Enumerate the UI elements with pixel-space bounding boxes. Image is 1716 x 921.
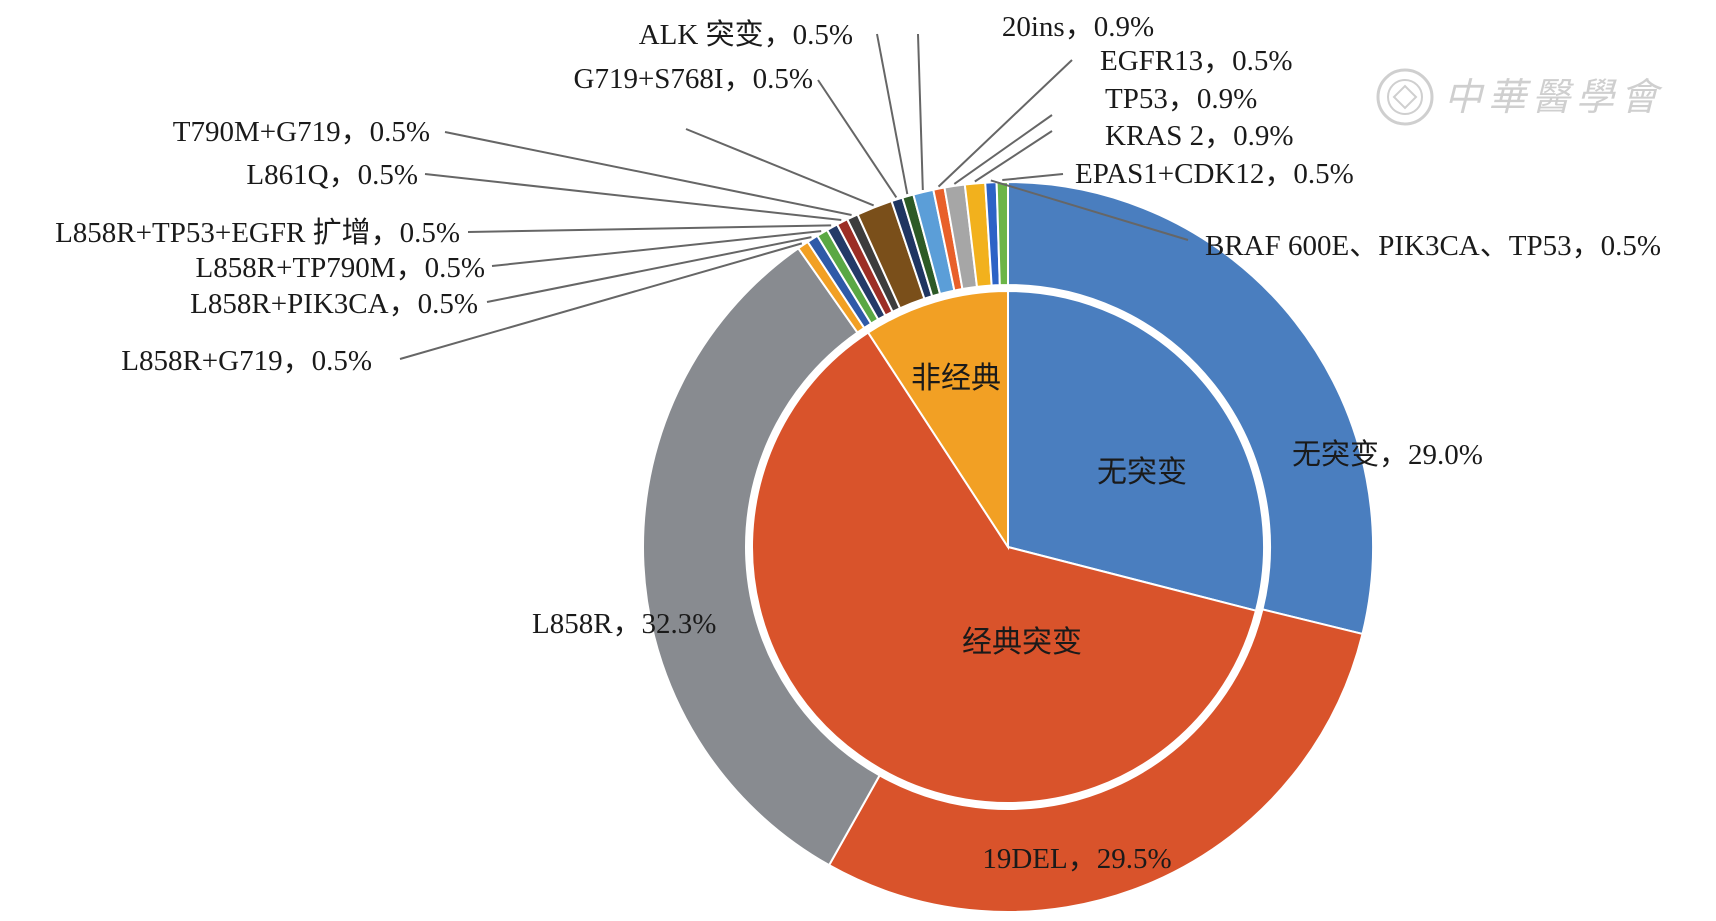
leader-17 xyxy=(1002,173,1064,182)
outer-label-0: 无突变，29.0% xyxy=(1292,438,1483,471)
leader-5 xyxy=(491,230,822,267)
outer-slice-17 xyxy=(995,180,1009,287)
inner-slice-2 xyxy=(866,289,1009,551)
inner-label-1: 经典突变 xyxy=(962,625,1082,660)
outer-label-16: BRAF 600E、PIK3CA、TP53，0.5% xyxy=(1205,230,1661,262)
leader-15 xyxy=(974,130,1053,183)
leader-14 xyxy=(953,114,1053,185)
outer-label-11: ALK 突变，0.5% xyxy=(639,18,853,51)
outer-label-15: KRAS 2，0.9% xyxy=(1105,120,1294,152)
outer-label-1: 19DEL，29.5% xyxy=(982,843,1171,875)
watermark-text: 中華醫學會 xyxy=(1444,75,1664,119)
outer-label-2: L858R，32.3% xyxy=(532,608,716,640)
inner-label-0: 无突变 xyxy=(1097,455,1187,490)
inner-label-2: 非经典 xyxy=(911,361,1001,396)
leader-8 xyxy=(444,131,852,216)
inner-slice-0 xyxy=(1007,289,1265,612)
outer-label-14: TP53，0.9% xyxy=(1105,83,1257,115)
outer-ring xyxy=(642,180,1374,913)
leader-6 xyxy=(467,224,832,233)
leader-lines xyxy=(399,33,1189,360)
leader-9 xyxy=(685,128,875,207)
outer-slice-0 xyxy=(1007,180,1374,636)
leader-11 xyxy=(876,33,909,195)
outer-label-6: L858R+TP53+EGFR 扩增，0.5% xyxy=(55,216,460,249)
outer-slice-1 xyxy=(827,608,1364,913)
outer-label-8: T790M+G719，0.5% xyxy=(173,116,430,148)
leader-12 xyxy=(917,33,924,191)
leader-3 xyxy=(399,242,803,360)
outer-label-13: EGFR13，0.5% xyxy=(1100,45,1293,77)
outer-label-17: EPAS1+CDK12，0.5% xyxy=(1075,158,1354,190)
leader-13 xyxy=(937,59,1073,188)
outer-label-5: L858R+TP790M，0.5% xyxy=(196,252,485,284)
inner-slice-1 xyxy=(751,331,1258,804)
leader-16 xyxy=(990,179,1189,241)
outer-label-4: L858R+PIK3CA，0.5% xyxy=(190,288,478,320)
leader-7 xyxy=(424,173,842,222)
leader-10 xyxy=(817,79,898,198)
outer-slice-2 xyxy=(642,246,881,867)
seal-icon xyxy=(1376,68,1434,126)
leader-4 xyxy=(486,236,812,303)
outer-label-12: 20ins，0.9% xyxy=(1002,11,1154,43)
outer-label-7: L861Q，0.5% xyxy=(246,159,418,191)
inner-ring xyxy=(751,289,1265,804)
outer-label-3: L858R+G719，0.5% xyxy=(121,345,372,377)
outer-label-10: G719+S768I，0.5% xyxy=(574,63,814,95)
society-watermark: 中華醫學會 xyxy=(1376,68,1664,126)
